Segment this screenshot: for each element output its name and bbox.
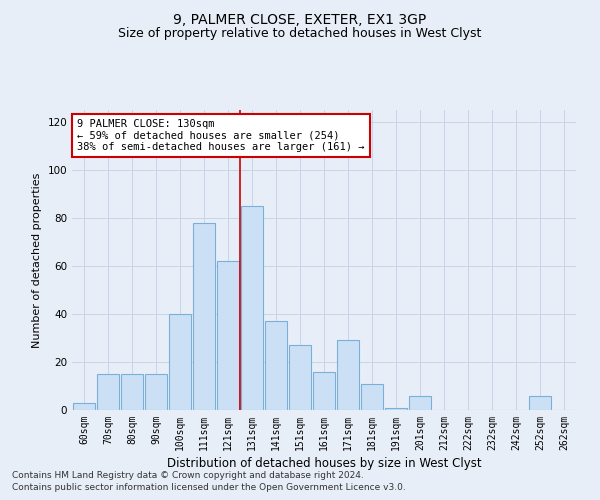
X-axis label: Distribution of detached houses by size in West Clyst: Distribution of detached houses by size … [167,457,481,470]
Bar [361,384,383,410]
Bar [409,396,431,410]
Bar [265,321,287,410]
Bar [313,372,335,410]
Bar [337,340,359,410]
Y-axis label: Number of detached properties: Number of detached properties [32,172,42,348]
Bar [385,408,407,410]
Text: Size of property relative to detached houses in West Clyst: Size of property relative to detached ho… [118,28,482,40]
Bar [145,374,167,410]
Bar [529,396,551,410]
Bar [169,314,191,410]
Text: 9, PALMER CLOSE, EXETER, EX1 3GP: 9, PALMER CLOSE, EXETER, EX1 3GP [173,12,427,26]
Bar [241,206,263,410]
Text: Contains HM Land Registry data © Crown copyright and database right 2024.: Contains HM Land Registry data © Crown c… [12,471,364,480]
Bar [97,374,119,410]
Text: Contains public sector information licensed under the Open Government Licence v3: Contains public sector information licen… [12,484,406,492]
Bar [73,403,95,410]
Bar [193,223,215,410]
Bar [217,261,239,410]
Text: 9 PALMER CLOSE: 130sqm
← 59% of detached houses are smaller (254)
38% of semi-de: 9 PALMER CLOSE: 130sqm ← 59% of detached… [77,119,365,152]
Bar [289,345,311,410]
Bar [121,374,143,410]
